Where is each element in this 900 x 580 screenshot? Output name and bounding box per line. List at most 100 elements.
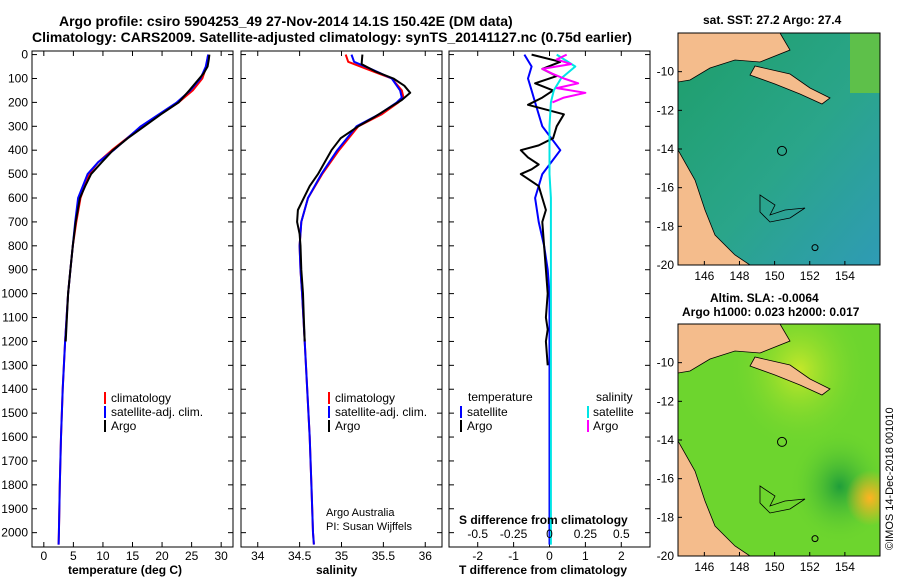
salinity-series — [296, 54, 412, 545]
salinity-x-ticks: 34 34.5 35 35.5 36 — [251, 51, 432, 563]
depth-axis: 0 100 200 300 400 500 600 700 800 900 1000 1100 1200… — [1, 48, 650, 540]
legend-label-climatology: climatology — [335, 391, 395, 405]
x-tick-label: 35.5 — [372, 549, 396, 563]
png-islands-land — [749, 356, 831, 396]
australia-land — [678, 440, 751, 556]
sst-map-ticks: 146 148 150 152 154 -10 -12 -14 -16 -18 -20 — [657, 65, 856, 283]
difference-x-label: T difference from climatology — [459, 563, 627, 577]
temperature-x-ticks: 0 5 10 15 20 25 30 — [40, 51, 228, 563]
lon-tick-label: 152 — [800, 560, 820, 574]
sla-map — [678, 324, 880, 556]
x-tick-label: 2 — [618, 549, 625, 563]
depth-tick-label: 700 — [8, 215, 28, 229]
secondary-marker — [811, 244, 819, 252]
legend-label-argo: Argo — [335, 419, 361, 433]
legend-label-argo: Argo — [111, 419, 137, 433]
x-tick-label: 34.5 — [288, 549, 312, 563]
x-tick-label: -2 — [472, 549, 483, 563]
depth-tick-label: 800 — [8, 239, 28, 253]
depth-tick-label: 600 — [8, 191, 28, 205]
salinity-panel — [240, 50, 443, 548]
lon-tick-label: 150 — [765, 269, 785, 283]
credit-line1: Argo Australia — [326, 507, 395, 519]
lat-tick-label: -18 — [657, 219, 675, 233]
series-line-satellite-adj-clim- — [57, 54, 210, 545]
x-tick-label: -1 — [508, 549, 519, 563]
lat-tick-label: -10 — [657, 356, 675, 370]
legend-label-t-satellite: satellite — [467, 405, 508, 419]
difference-series — [519, 53, 587, 545]
lat-tick-label: -12 — [657, 394, 675, 408]
temperature-legend: climatology satellite-adj. clim. Argo — [104, 391, 203, 433]
lon-tick-label: 148 — [729, 560, 749, 574]
series-line-climatology — [57, 54, 210, 545]
series-line-salinity-satellite — [548, 53, 577, 545]
lat-tick-label: -10 — [657, 65, 675, 79]
legend-label-satellite: satellite-adj. clim. — [111, 405, 203, 419]
series-line-climatology — [298, 54, 405, 545]
lon-tick-label: 150 — [765, 560, 785, 574]
reef-outline — [759, 194, 806, 223]
legend-label-s-argo: Argo — [593, 419, 619, 433]
x-tick-label: 10 — [96, 549, 110, 563]
x-tick-label: 1 — [582, 549, 589, 563]
x-tick-label: 0 — [546, 549, 553, 563]
s-tick-label: 0.5 — [613, 527, 630, 541]
x-tick-label: 30 — [214, 549, 228, 563]
series-line-satellite-adj-clim- — [298, 54, 403, 545]
sla-map-ticks: 146 148 150 152 154 -10 -12 -14 -16 -18 -20 — [657, 356, 856, 574]
lon-tick-label: 154 — [835, 560, 855, 574]
sst-map — [678, 33, 880, 265]
temperature-panel — [31, 50, 234, 548]
difference-x-ticks: -2 -1 0 1 2 — [472, 51, 625, 563]
png-islands-land — [749, 65, 831, 105]
salinity-legend: climatology satellite-adj. clim. Argo Ar… — [326, 391, 427, 533]
depth-tick-label: 300 — [8, 119, 28, 133]
depth-tick-label: 1000 — [1, 287, 28, 301]
sst-warm-patch — [850, 33, 880, 93]
depth-tick-label: 1500 — [1, 406, 28, 420]
legend-label-t-argo: Argo — [467, 419, 493, 433]
series-line-argo — [296, 54, 412, 342]
imos-credit: ©IMOS 14-Dec-2018 001010 — [884, 407, 896, 550]
s-tick-label: -0.5 — [467, 527, 488, 541]
depth-tick-label: 1700 — [1, 454, 28, 468]
lon-tick-label: 146 — [694, 269, 714, 283]
png-coast-land — [678, 324, 791, 374]
depth-tick-label: 400 — [8, 143, 28, 157]
depth-tick-label: 900 — [8, 263, 28, 277]
float-location-marker — [777, 436, 787, 447]
salinity-x-label: salinity — [316, 563, 358, 577]
x-tick-label: 5 — [70, 549, 77, 563]
series-line-salinity-argo — [541, 53, 587, 104]
s-tick-label: 0.25 — [574, 527, 598, 541]
lat-tick-label: -20 — [657, 258, 675, 272]
legend-label-satellite: satellite-adj. clim. — [335, 405, 427, 419]
depth-tick-label: 1300 — [1, 358, 28, 372]
lat-tick-label: -18 — [657, 510, 675, 524]
lat-tick-label: -12 — [657, 103, 675, 117]
depth-tick-label: 1900 — [1, 502, 28, 516]
legend-heading-temperature: temperature — [468, 390, 533, 404]
depth-tick-label: 0 — [21, 48, 28, 62]
depth-tick-label: 1200 — [1, 334, 28, 348]
temperature-series — [57, 54, 211, 545]
s-difference-ticks: -0.5 -0.25 0 0.25 0.5 — [467, 527, 630, 541]
lon-tick-label: 154 — [835, 269, 855, 283]
s-tick-label: -0.25 — [500, 527, 528, 541]
series-line-argo — [64, 54, 211, 342]
sla-map-title-line1: Altim. SLA: -0.0064 — [710, 291, 819, 305]
s-difference-label: S difference from climatology — [459, 513, 628, 527]
lat-tick-label: -14 — [657, 433, 675, 447]
difference-legend: temperature satellite Argo salinity sate… — [460, 390, 634, 433]
lat-tick-label: -14 — [657, 142, 675, 156]
figure-title-line1: Argo profile: csiro 5904253_49 27-Nov-20… — [59, 13, 513, 29]
legend-heading-salinity: salinity — [596, 390, 633, 404]
depth-tick-label: 500 — [8, 167, 28, 181]
depth-tick-label: 100 — [8, 71, 28, 85]
secondary-marker — [811, 535, 819, 543]
lat-tick-label: -16 — [657, 472, 675, 486]
series-line-temperature-satellite — [523, 54, 562, 545]
s-tick-label: 0 — [546, 527, 553, 541]
